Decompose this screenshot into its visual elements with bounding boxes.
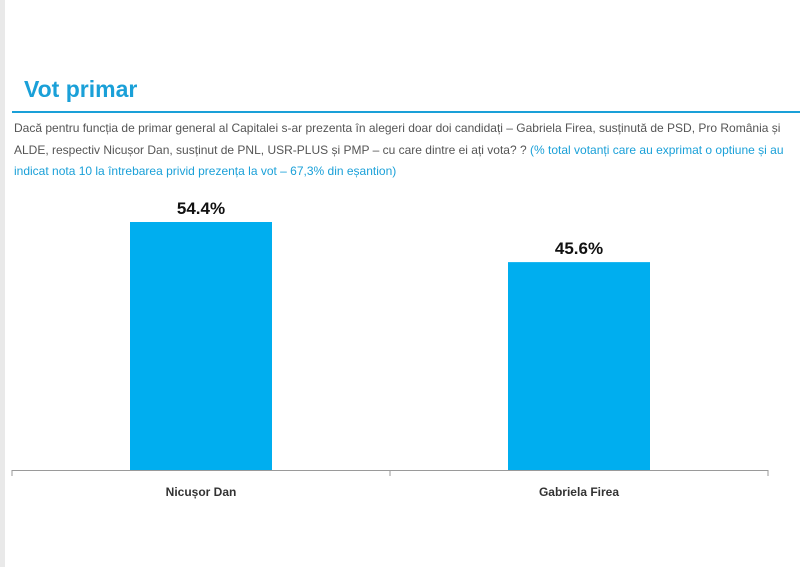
x-ticks [11,470,769,476]
category-label: Gabriela Firea [539,485,619,499]
bars-group [130,222,650,470]
category-label: Nicușor Dan [166,485,237,499]
value-label: 45.6% [555,239,603,258]
page-title: Vot primar [24,76,138,102]
bar-1 [130,222,272,470]
title-rule [12,111,800,113]
labels-group: 54.4% Nicușor Dan 45.6% Gabriela Firea [166,199,620,499]
question-note: (% total votanți care au exprimat o opti… [14,142,784,179]
page-edge [0,0,5,567]
question-main: Dacă pentru funcția de primar general al… [14,121,781,157]
bar-2 [508,262,650,470]
value-label: 54.4% [177,199,225,218]
question-text: Dacă pentru funcția de primar general al… [14,118,790,183]
